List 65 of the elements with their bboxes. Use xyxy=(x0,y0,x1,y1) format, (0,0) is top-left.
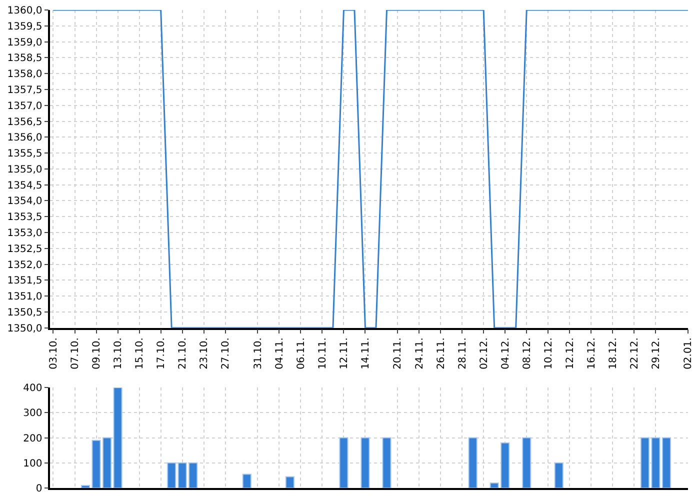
y-tick-label: 100 xyxy=(23,458,42,470)
bar xyxy=(360,437,370,488)
bar xyxy=(167,462,176,488)
y-tick-label: 0 xyxy=(36,484,42,494)
bar xyxy=(382,437,392,488)
y-tick-label: 1354,5 xyxy=(7,180,42,192)
bar xyxy=(285,476,294,488)
x-tick-label: 03.10. xyxy=(48,338,60,370)
x-tick-label: 24.11. xyxy=(414,338,426,370)
x-tick-label: 08.12. xyxy=(522,338,533,370)
y-tick-label: 1350,0 xyxy=(7,323,42,334)
x-tick-label: 12.12. xyxy=(564,338,576,370)
x-tick-label: 16.12. xyxy=(586,338,598,370)
x-tick-label: 10.12. xyxy=(543,338,554,370)
x-tick-label: 02.12. xyxy=(478,338,490,370)
x-tick-label: 14.11. xyxy=(360,338,372,370)
y-tick-label: 1355,5 xyxy=(7,148,42,160)
y-tick-label: 1359,5 xyxy=(7,21,42,32)
y-tick-label: 1352,5 xyxy=(7,244,42,255)
y-tick-label: 1358,5 xyxy=(7,53,42,64)
y-tick-label: 1360,0 xyxy=(7,6,42,16)
y-tick-label: 1350,5 xyxy=(7,307,42,318)
x-tick-label: 21.10. xyxy=(178,338,189,370)
x-tick-label: 27.10. xyxy=(220,338,232,370)
x-tick-label: 07.10. xyxy=(70,338,81,370)
x-tick-label: 20.11. xyxy=(392,338,404,370)
y-tick-label: 1357,0 xyxy=(7,100,42,112)
x-tick-label: 28.11. xyxy=(457,338,468,370)
x-tick-label: 31.10. xyxy=(252,338,264,370)
x-tick-label: 04.11. xyxy=(274,338,286,370)
x-tick-label: 02.01. xyxy=(683,338,694,370)
y-tick-label: 1355,0 xyxy=(7,164,42,176)
y-tick-label: 1353,5 xyxy=(7,212,42,224)
y-tick-label: 1359,0 xyxy=(7,37,42,48)
x-tick-label: 15.10. xyxy=(134,338,146,370)
y-tick-label: 1356,5 xyxy=(7,116,42,128)
y-tick-label: 1354,0 xyxy=(7,196,42,208)
y-tick-label: 1351,5 xyxy=(7,276,42,287)
y-tick-label: 300 xyxy=(23,408,42,420)
y-tick-label: 1352,0 xyxy=(7,260,42,271)
x-tick-label: 04.12. xyxy=(500,338,512,370)
x-tick-label: 06.11. xyxy=(296,338,307,370)
x-tick-label: 09.10. xyxy=(92,338,103,370)
y-tick-label: 1357,5 xyxy=(7,84,42,96)
bar xyxy=(468,437,478,488)
x-tick-label: 12.11. xyxy=(338,338,350,370)
x-tick-label: 26.11. xyxy=(436,338,447,370)
bar xyxy=(113,388,122,488)
y-tick-label: 1356,0 xyxy=(7,132,42,144)
y-tick-label: 1358,0 xyxy=(7,69,42,80)
bar xyxy=(242,474,252,488)
x-tick-label: 22.12. xyxy=(629,338,640,370)
y-tick-label: 200 xyxy=(23,433,42,444)
bar xyxy=(522,437,532,488)
y-tick-label: 1351,0 xyxy=(7,292,42,303)
x-tick-label: 18.12. xyxy=(608,338,619,370)
x-tick-label: 13.10. xyxy=(113,338,124,370)
bar xyxy=(339,437,348,488)
y-tick-label: 400 xyxy=(23,383,42,394)
y-tick-label: 1353,0 xyxy=(7,228,42,240)
bar xyxy=(554,462,564,488)
x-tick-label: 17.10. xyxy=(156,338,168,370)
x-tick-label: 23.10. xyxy=(199,338,210,370)
x-tick-label: 29.12. xyxy=(650,338,662,370)
x-tick-label: 10.11. xyxy=(317,338,328,370)
